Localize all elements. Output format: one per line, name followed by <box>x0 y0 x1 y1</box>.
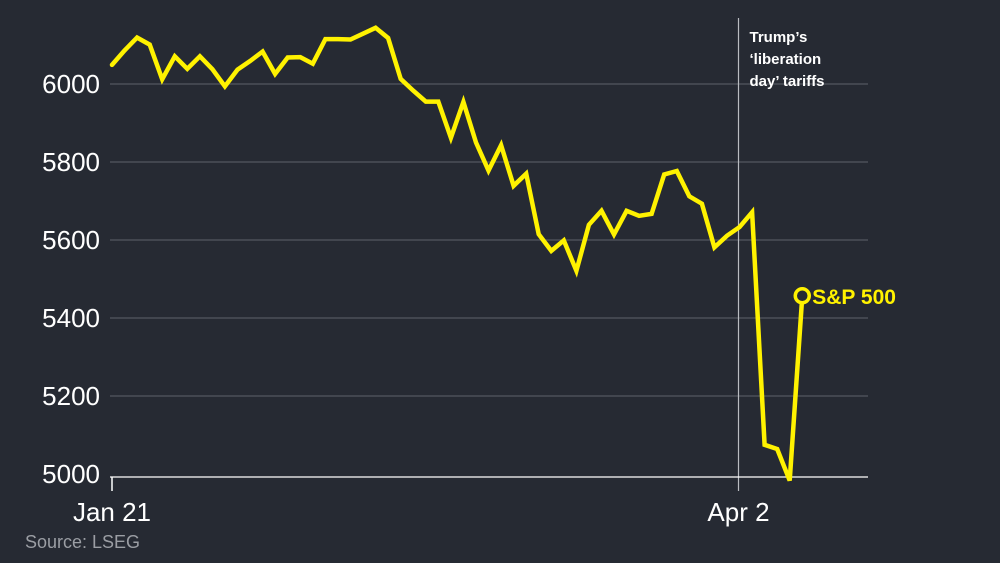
series-label-sp-500: S&P 500 <box>812 286 896 309</box>
y-axis-tick-labels: 5000 5200 5400 5600 5800 6000 <box>42 69 100 489</box>
y-tick-label-5800: 5800 <box>42 147 100 177</box>
tariff-annotation: Trump’s ‘liberation day’ tariffs <box>737 18 825 491</box>
y-tick-label-5600: 5600 <box>42 225 100 255</box>
gridlines <box>110 83 868 397</box>
series-layer: S&P 500 <box>109 25 896 482</box>
source-note: Source: LSEG <box>25 532 140 552</box>
y-tick-label-5200: 5200 <box>42 381 100 411</box>
x-axis-ticks: Jan 21 Apr 2 <box>73 477 770 527</box>
annotation-text-line-3: day’ tariffs <box>750 73 825 90</box>
series-line-sp-500 <box>109 25 805 482</box>
series-end-marker <box>793 287 811 305</box>
x-tick-label-apr-2: Apr 2 <box>707 497 769 527</box>
y-tick-label-5400: 5400 <box>42 303 100 333</box>
x-tick-label-jan-21: Jan 21 <box>73 497 151 527</box>
annotation-text-line-2: ‘liberation <box>750 51 822 68</box>
y-tick-label-5000: 5000 <box>42 459 100 489</box>
annotation-text-line-1: Trump’s <box>750 29 808 46</box>
y-tick-label-6000: 6000 <box>42 69 100 99</box>
